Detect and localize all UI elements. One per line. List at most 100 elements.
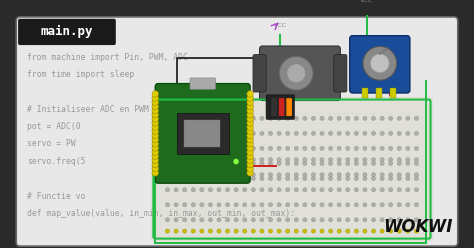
Circle shape <box>247 132 254 139</box>
Circle shape <box>217 161 221 165</box>
Circle shape <box>337 161 341 165</box>
Text: VCC: VCC <box>360 0 373 3</box>
Circle shape <box>200 218 204 222</box>
Circle shape <box>200 131 204 135</box>
Circle shape <box>397 218 401 222</box>
Circle shape <box>277 229 281 233</box>
Circle shape <box>337 116 341 121</box>
Circle shape <box>277 173 281 177</box>
Circle shape <box>370 54 389 73</box>
Circle shape <box>277 146 281 151</box>
Circle shape <box>286 188 290 192</box>
Circle shape <box>346 158 350 162</box>
Circle shape <box>277 188 281 192</box>
Circle shape <box>268 203 273 207</box>
Circle shape <box>209 146 212 151</box>
Circle shape <box>247 170 254 176</box>
Circle shape <box>152 120 159 126</box>
Text: from time import sleep: from time import sleep <box>27 70 135 79</box>
Circle shape <box>397 173 401 177</box>
Circle shape <box>247 120 254 126</box>
Circle shape <box>191 161 195 165</box>
Circle shape <box>328 131 333 135</box>
Circle shape <box>389 158 393 162</box>
Circle shape <box>152 165 159 172</box>
Circle shape <box>260 146 264 151</box>
Circle shape <box>191 116 195 121</box>
Circle shape <box>247 165 254 172</box>
Circle shape <box>152 107 159 114</box>
Circle shape <box>233 159 239 164</box>
Circle shape <box>277 158 281 162</box>
Circle shape <box>397 229 401 233</box>
Circle shape <box>414 161 419 165</box>
Circle shape <box>217 188 221 192</box>
Circle shape <box>397 203 401 207</box>
Circle shape <box>174 146 178 151</box>
Circle shape <box>247 91 254 97</box>
Circle shape <box>209 188 212 192</box>
Circle shape <box>286 161 290 165</box>
Circle shape <box>243 218 247 222</box>
Circle shape <box>380 188 384 192</box>
Circle shape <box>346 176 350 181</box>
Circle shape <box>320 203 324 207</box>
Circle shape <box>260 218 264 222</box>
Bar <box>184 120 220 147</box>
Circle shape <box>389 146 393 151</box>
Circle shape <box>389 218 393 222</box>
Circle shape <box>346 188 350 192</box>
Circle shape <box>414 131 419 135</box>
Circle shape <box>380 116 384 121</box>
Circle shape <box>243 158 247 162</box>
Circle shape <box>363 116 367 121</box>
Circle shape <box>372 131 375 135</box>
Circle shape <box>268 229 273 233</box>
Circle shape <box>389 176 393 181</box>
Circle shape <box>287 64 306 83</box>
Circle shape <box>363 46 397 80</box>
Circle shape <box>251 146 255 151</box>
Circle shape <box>363 131 367 135</box>
Circle shape <box>303 146 307 151</box>
Circle shape <box>414 116 419 121</box>
FancyBboxPatch shape <box>271 98 277 116</box>
Circle shape <box>152 153 159 159</box>
Circle shape <box>209 176 212 181</box>
Circle shape <box>286 176 290 181</box>
Circle shape <box>251 176 255 181</box>
Circle shape <box>260 176 264 181</box>
Circle shape <box>226 229 229 233</box>
Circle shape <box>337 176 341 181</box>
Circle shape <box>152 95 159 101</box>
Circle shape <box>363 229 367 233</box>
Circle shape <box>277 203 281 207</box>
Circle shape <box>251 161 255 165</box>
Circle shape <box>328 173 333 177</box>
Circle shape <box>286 173 290 177</box>
Circle shape <box>286 158 290 162</box>
Circle shape <box>337 131 341 135</box>
Circle shape <box>251 158 255 162</box>
Circle shape <box>234 218 238 222</box>
Circle shape <box>247 103 254 110</box>
Circle shape <box>414 218 419 222</box>
Circle shape <box>247 161 254 168</box>
Circle shape <box>243 173 247 177</box>
Circle shape <box>380 229 384 233</box>
Circle shape <box>277 116 281 121</box>
Circle shape <box>354 218 358 222</box>
Circle shape <box>311 158 316 162</box>
Circle shape <box>251 116 255 121</box>
Circle shape <box>277 131 281 135</box>
Circle shape <box>251 218 255 222</box>
Circle shape <box>209 229 212 233</box>
Circle shape <box>247 153 254 159</box>
FancyBboxPatch shape <box>350 36 410 93</box>
Circle shape <box>320 173 324 177</box>
Circle shape <box>247 128 254 135</box>
Circle shape <box>260 116 264 121</box>
Circle shape <box>247 157 254 164</box>
Circle shape <box>372 188 375 192</box>
Circle shape <box>294 161 298 165</box>
